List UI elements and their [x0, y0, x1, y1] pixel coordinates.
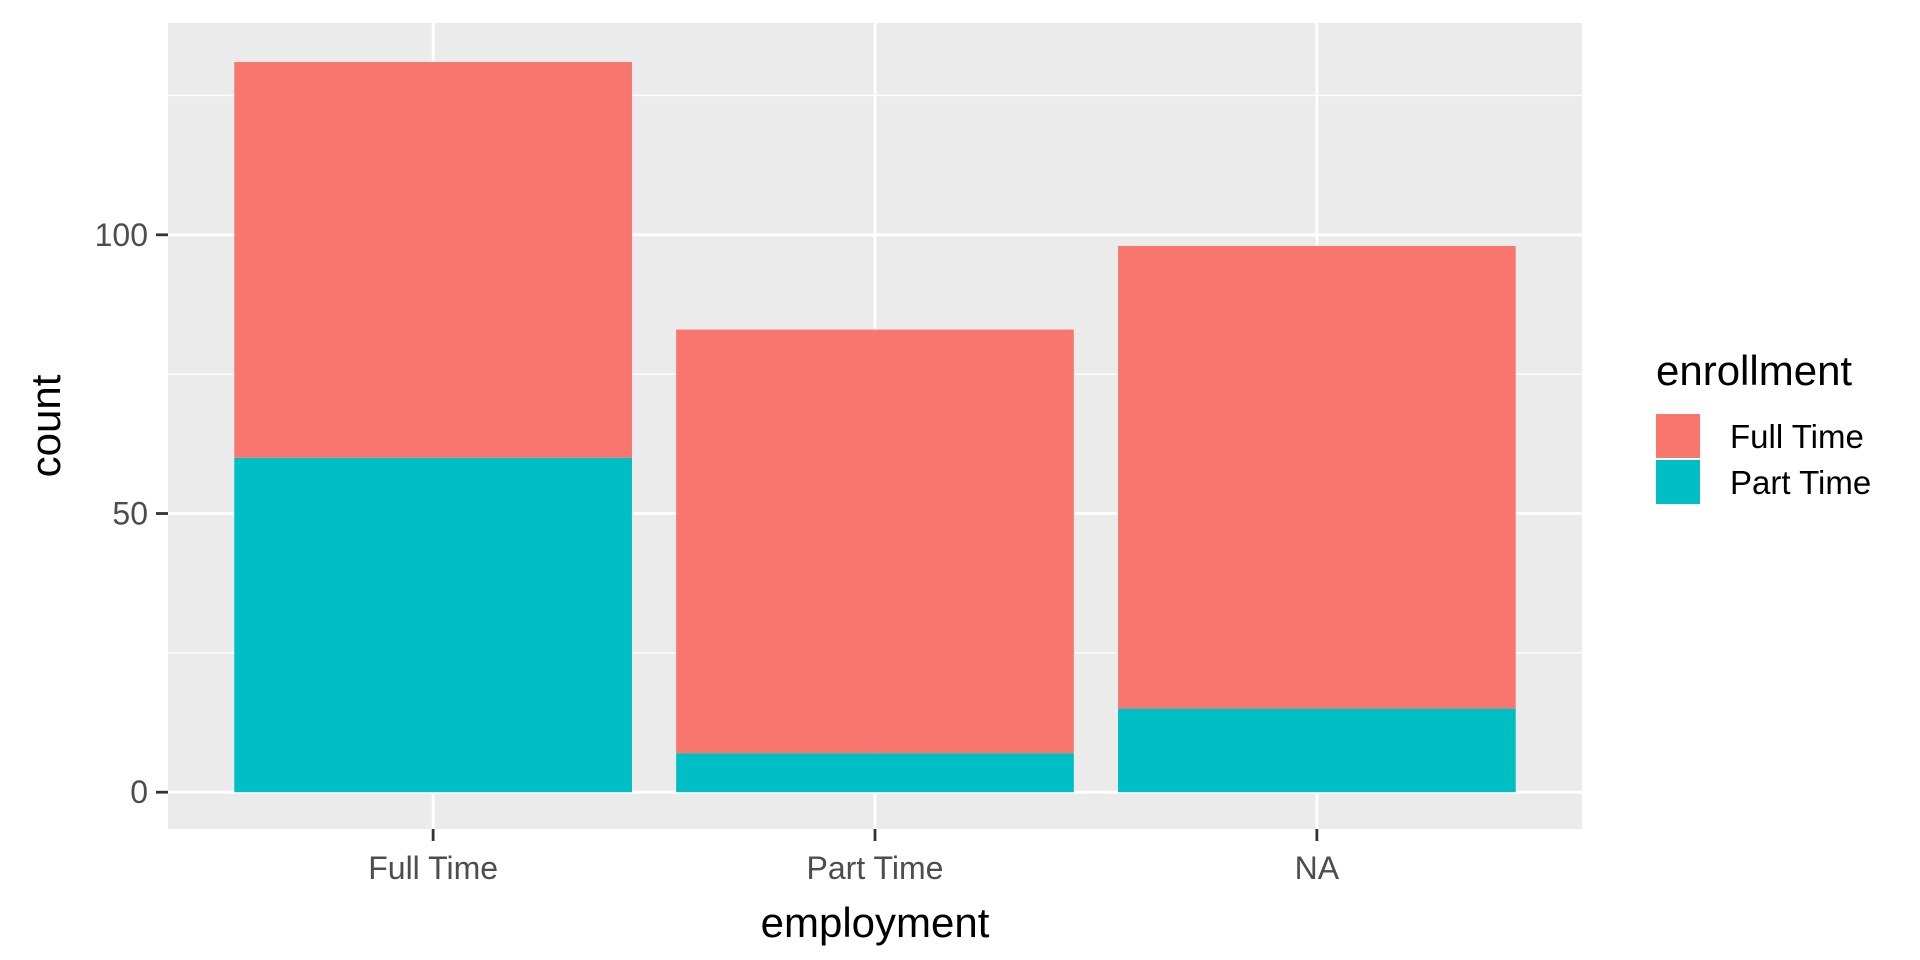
legend-label: Part Time — [1730, 464, 1871, 501]
legend-title: enrollment — [1656, 347, 1852, 394]
bar-na-full-time — [1118, 245, 1516, 709]
y-tick-label: 100 — [95, 217, 148, 253]
bars — [234, 62, 1516, 793]
y-axis-title: count — [22, 374, 69, 477]
legend-label: Full Time — [1730, 418, 1864, 455]
bar-part-time-part-time — [676, 753, 1074, 793]
bar-part-time-full-time — [676, 329, 1074, 754]
x-axis-title: employment — [761, 899, 990, 946]
y-tick-label: 0 — [130, 774, 148, 810]
legend: enrollment Full Time Part Time — [1656, 347, 1871, 504]
bar-na-part-time — [1118, 708, 1516, 793]
x-tick-label: Full Time — [368, 850, 498, 886]
y-axis: 0 50 100 — [95, 217, 168, 810]
legend-key-full-time — [1656, 414, 1700, 458]
x-tick-label: NA — [1295, 850, 1340, 886]
x-tick-label: Part Time — [807, 850, 944, 886]
bar-full-time-part-time — [234, 457, 632, 793]
x-axis: Full Time Part Time NA — [368, 829, 1340, 886]
legend-key-part-time — [1656, 460, 1700, 504]
bar-full-time-full-time — [234, 62, 632, 458]
legend-items: Full Time Part Time — [1656, 414, 1871, 504]
y-tick-label: 50 — [112, 496, 148, 532]
